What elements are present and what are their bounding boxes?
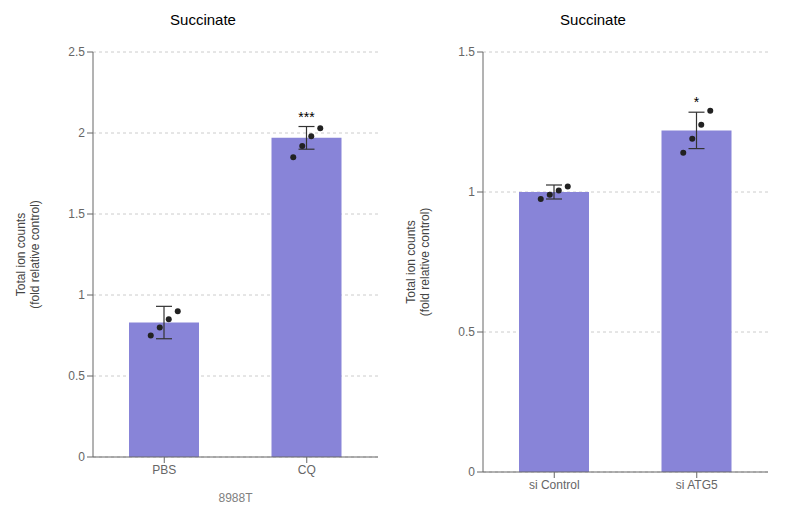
- svg-text:CQ: CQ: [298, 463, 316, 477]
- svg-text:1: 1: [78, 288, 85, 302]
- svg-text:1.5: 1.5: [458, 45, 475, 59]
- svg-text:1.5: 1.5: [68, 207, 85, 221]
- svg-text:PBS: PBS: [152, 463, 176, 477]
- svg-text:Total ion counts(fold relative: Total ion counts(fold relative control): [404, 208, 432, 317]
- svg-text:Total ion counts(fold relative: Total ion counts(fold relative control): [14, 200, 42, 309]
- svg-text:0.5: 0.5: [458, 325, 475, 339]
- svg-text:*: *: [694, 94, 700, 110]
- svg-text:si Control: si Control: [529, 478, 580, 492]
- svg-text:***: ***: [298, 109, 315, 125]
- svg-text:2: 2: [78, 126, 85, 140]
- html-text:Succinate: Succinate: [170, 11, 236, 28]
- svg-text:0: 0: [468, 465, 475, 479]
- svg-text:0: 0: [78, 450, 85, 464]
- html-text:Succinate: Succinate: [560, 11, 626, 28]
- svg-text:8988T: 8988T: [218, 491, 253, 505]
- svg-text:2.5: 2.5: [68, 45, 85, 59]
- svg-text:0.5: 0.5: [68, 369, 85, 383]
- svg-text:si ATG5: si ATG5: [676, 478, 718, 492]
- svg-text:1: 1: [468, 185, 475, 199]
